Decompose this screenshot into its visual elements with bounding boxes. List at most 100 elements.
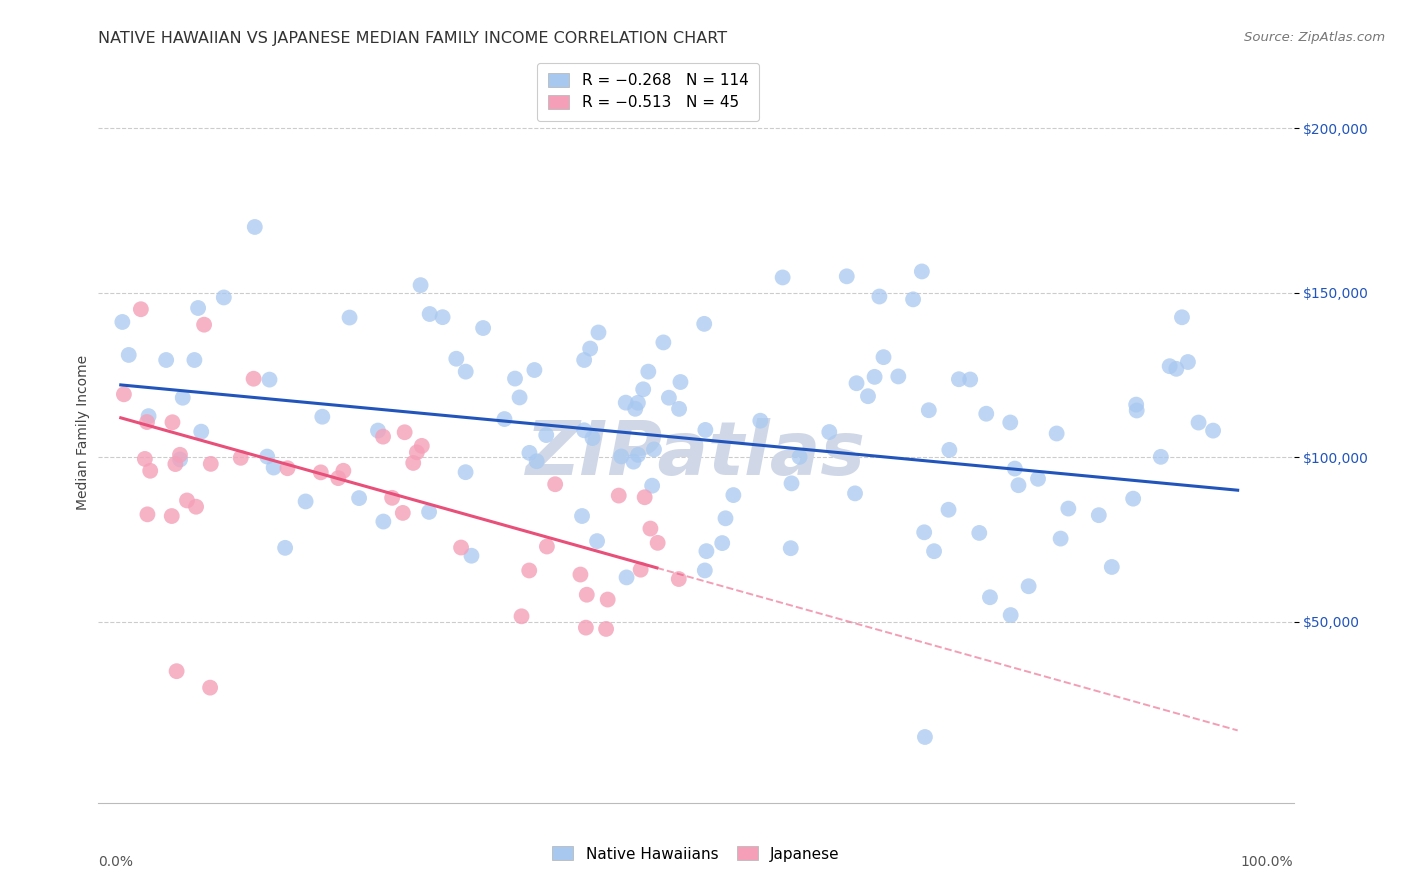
Point — [607, 489, 630, 503]
Point — [631, 382, 654, 396]
Point — [695, 544, 717, 558]
Point — [844, 486, 866, 500]
Point — [974, 407, 997, 421]
Point — [184, 500, 207, 514]
Point — [166, 664, 188, 678]
Point — [460, 549, 482, 563]
Point — [1159, 359, 1181, 374]
Point — [411, 439, 433, 453]
Point — [714, 511, 737, 525]
Point — [627, 448, 650, 462]
Point — [1150, 450, 1173, 464]
Point — [402, 456, 425, 470]
Point — [569, 567, 592, 582]
Point — [912, 525, 935, 540]
Point — [198, 681, 221, 695]
Point — [339, 310, 361, 325]
Point — [779, 541, 801, 556]
Point — [1202, 424, 1225, 438]
Point — [1166, 361, 1188, 376]
Point — [454, 465, 477, 479]
Point — [446, 351, 468, 366]
Point — [588, 326, 610, 340]
Point — [190, 425, 212, 439]
Point — [155, 353, 177, 368]
Point — [517, 564, 540, 578]
Point — [911, 264, 934, 278]
Point — [922, 544, 945, 558]
Legend: Native Hawaiians, Japanese: Native Hawaiians, Japanese — [544, 838, 848, 869]
Point — [229, 450, 252, 465]
Text: NATIVE HAWAIIAN VS JAPANESE MEDIAN FAMILY INCOME CORRELATION CHART: NATIVE HAWAIIAN VS JAPANESE MEDIAN FAMIL… — [98, 31, 727, 46]
Point — [616, 570, 638, 584]
Point — [176, 493, 198, 508]
Point — [572, 353, 595, 368]
Point — [311, 409, 333, 424]
Point — [634, 490, 657, 504]
Point — [872, 350, 894, 364]
Point — [134, 451, 156, 466]
Point — [749, 414, 772, 428]
Point — [373, 515, 395, 529]
Point — [772, 270, 794, 285]
Point — [432, 310, 454, 325]
Point — [118, 348, 141, 362]
Point — [136, 508, 159, 522]
Point — [630, 563, 652, 577]
Point — [571, 508, 593, 523]
Point — [259, 373, 281, 387]
Point — [112, 387, 135, 401]
Point — [959, 372, 981, 386]
Point — [914, 730, 936, 744]
Point — [572, 423, 595, 437]
Point — [544, 477, 567, 491]
Point — [509, 391, 531, 405]
Point — [610, 450, 633, 464]
Point — [637, 365, 659, 379]
Point — [328, 471, 350, 485]
Point — [789, 450, 811, 464]
Point — [711, 536, 734, 550]
Point — [332, 464, 354, 478]
Point — [1026, 472, 1049, 486]
Point — [1057, 501, 1080, 516]
Point — [405, 445, 427, 459]
Point — [643, 442, 665, 457]
Point — [1018, 579, 1040, 593]
Point — [693, 317, 716, 331]
Point — [138, 409, 160, 424]
Point — [901, 293, 924, 307]
Point — [1187, 416, 1209, 430]
Point — [658, 391, 681, 405]
Point — [863, 369, 886, 384]
Point — [1007, 478, 1029, 492]
Point — [868, 289, 890, 303]
Point — [172, 391, 194, 405]
Point — [391, 506, 413, 520]
Y-axis label: Median Family Income: Median Family Income — [76, 355, 90, 510]
Point — [276, 461, 298, 475]
Point — [887, 369, 910, 384]
Point — [641, 479, 664, 493]
Point — [835, 269, 858, 284]
Point — [274, 541, 297, 555]
Point — [1000, 608, 1022, 623]
Point — [652, 335, 675, 350]
Point — [581, 431, 603, 445]
Point — [1177, 355, 1199, 369]
Point — [948, 372, 970, 386]
Point — [160, 509, 183, 524]
Point — [263, 460, 285, 475]
Point — [623, 455, 645, 469]
Point — [294, 494, 316, 508]
Point — [519, 446, 541, 460]
Point — [1088, 508, 1111, 523]
Point — [526, 454, 548, 468]
Point — [162, 415, 184, 429]
Point — [256, 450, 278, 464]
Point — [780, 476, 803, 491]
Point — [371, 430, 394, 444]
Point — [1101, 560, 1123, 574]
Point — [938, 442, 960, 457]
Point — [695, 423, 717, 437]
